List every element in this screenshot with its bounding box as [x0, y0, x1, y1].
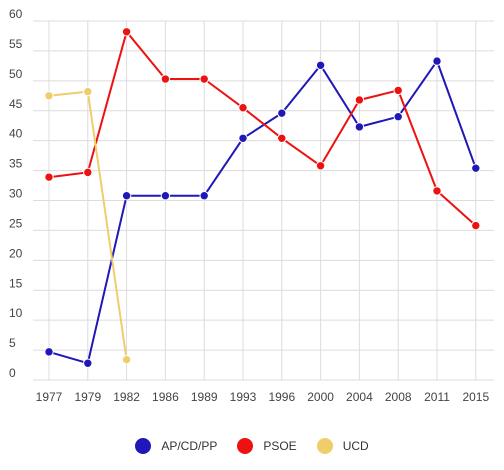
x-tick-label: 1996: [268, 390, 295, 404]
x-tick-label: 2015: [462, 390, 489, 404]
y-tick-label: 15: [9, 276, 23, 290]
data-point-ap-cd-pp: [471, 163, 481, 173]
data-point-psoe: [44, 172, 54, 182]
data-point-psoe: [471, 220, 481, 231]
x-tick-label: 2004: [346, 390, 373, 404]
series-line-psoe: [48, 30, 477, 227]
data-point-ap-cd-pp: [393, 112, 403, 122]
y-tick-label: 0: [9, 366, 16, 380]
x-tick-label: 2000: [307, 390, 334, 404]
legend-item-ap-cd-pp[interactable]: AP/CD/PP: [135, 438, 217, 454]
data-point-ap-cd-pp: [277, 108, 287, 118]
y-tick-label: 55: [9, 37, 23, 51]
y-tick-label: 50: [9, 67, 23, 81]
legend-item-ucd[interactable]: UCD: [316, 438, 369, 454]
data-point-psoe: [238, 103, 248, 113]
y-tick-label: 30: [9, 187, 23, 201]
data-point-ap-cd-pp: [44, 347, 54, 357]
data-point-psoe: [315, 161, 326, 171]
legend: AP/CD/PP PSOE UCD: [0, 438, 504, 454]
y-tick-label: 20: [9, 246, 23, 260]
data-point-psoe: [160, 74, 171, 84]
data-point-psoe: [354, 95, 365, 105]
data-point-ucd: [44, 91, 54, 101]
data-point-ap-cd-pp: [354, 122, 365, 132]
data-point-ap-cd-pp: [238, 133, 248, 143]
data-point-psoe: [121, 27, 132, 37]
legend-swatch-ucd: [316, 438, 333, 454]
data-point-ap-cd-pp: [160, 191, 171, 201]
x-tick-label: 1977: [36, 390, 63, 404]
y-tick-label: 25: [9, 216, 23, 230]
data-point-ap-cd-pp: [199, 191, 209, 201]
legend-label-psoe: PSOE: [263, 439, 297, 453]
data-point-psoe: [393, 85, 403, 96]
x-tick-label: 2008: [385, 390, 412, 404]
y-tick-label: 35: [9, 157, 23, 171]
data-point-ap-cd-pp: [83, 358, 93, 368]
x-tick-label: 1993: [230, 390, 257, 404]
legend-swatch-psoe: [237, 438, 254, 454]
y-tick-label: 60: [9, 7, 23, 21]
x-tick-label: 2011: [424, 390, 450, 404]
y-tick-label: 40: [9, 127, 23, 141]
y-tick-label: 45: [9, 97, 23, 111]
line-chart: 0 5 10 15 20 25 30 35 40 45 50 55 60 1977 1979 1982 1986…: [9, 7, 494, 404]
data-point-ucd: [121, 354, 132, 365]
series-line-ap-cd-pp: [48, 60, 477, 365]
data-point-ap-cd-pp: [121, 191, 132, 201]
x-tick-label: 1979: [74, 390, 101, 404]
data-point-ap-cd-pp: [432, 56, 442, 66]
y-tick-label: 5: [9, 336, 16, 350]
legend-label-ucd: UCD: [342, 439, 369, 453]
data-point-psoe: [432, 186, 442, 196]
data-point-ap-cd-pp: [315, 60, 326, 70]
data-point-psoe: [199, 74, 209, 84]
x-tick-label: 1989: [191, 390, 218, 404]
data-point-psoe: [277, 133, 287, 143]
legend-item-psoe[interactable]: PSOE: [237, 438, 297, 454]
gridlines: [33, 20, 494, 381]
x-tick-label: 1982: [113, 390, 140, 404]
legend-label-ap-cd-pp: AP/CD/PP: [161, 439, 218, 453]
legend-swatch-ap-cd-pp: [135, 438, 152, 454]
y-tick-label: 10: [9, 306, 23, 320]
x-tick-label: 1986: [152, 390, 179, 404]
data-point-ucd: [83, 86, 93, 97]
data-point-psoe: [83, 167, 93, 178]
